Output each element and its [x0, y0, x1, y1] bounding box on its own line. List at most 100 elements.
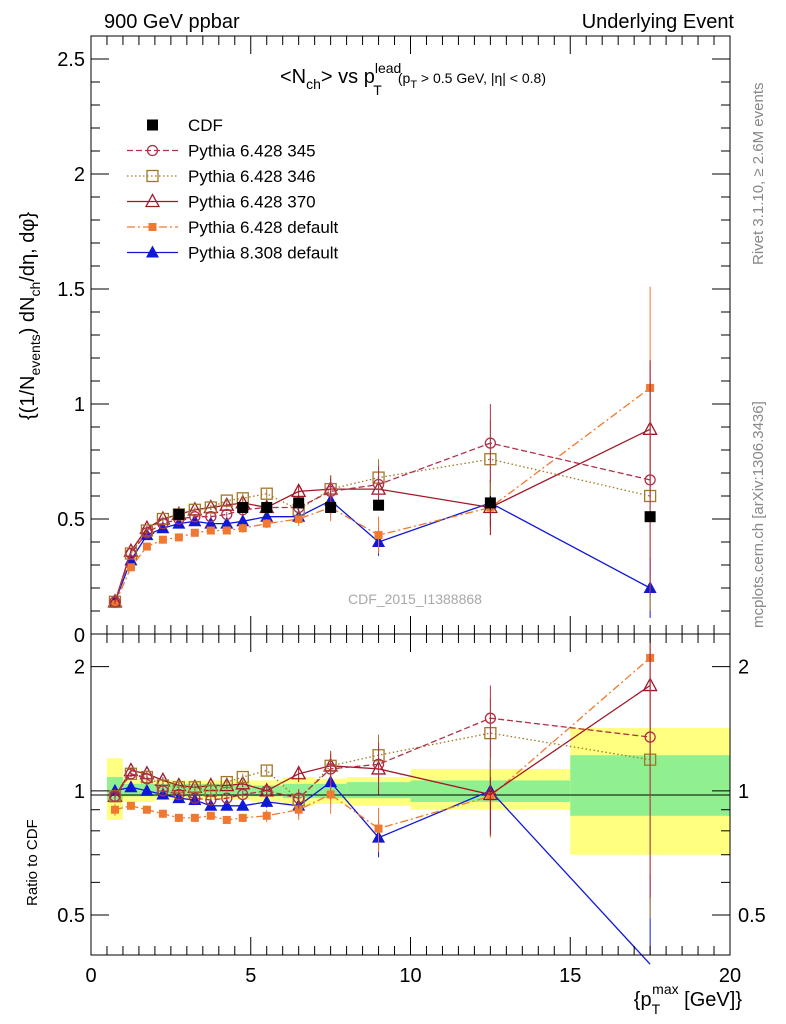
ratio-series-pythia-6-428-345 [109, 653, 656, 898]
main-point [324, 485, 337, 498]
main-y-tick-label: 0.5 [57, 509, 85, 531]
main-point [237, 502, 249, 513]
ratio-point [237, 788, 249, 801]
main-line-pythia-6-428-default [114, 387, 651, 605]
ratio-point [220, 798, 234, 811]
ratio-point [220, 775, 233, 789]
main-series-pythia-6-428-346 [108, 381, 657, 611]
legend-marker [146, 245, 159, 258]
legend-label: Pythia 8.308 default [188, 244, 339, 263]
legend-entry-cdf: CDF [147, 116, 223, 135]
ratio-point [482, 786, 498, 801]
main-line-pythia-6-428-345 [114, 442, 651, 603]
x-tick-label: 0 [85, 965, 96, 987]
main-point [204, 501, 217, 514]
main-panel-marks [107, 286, 658, 618]
rivet-version-label: Rivet 3.1.10, ≥ 2.6M events [750, 83, 767, 266]
main-point [373, 499, 385, 511]
ratio-y-tick-label-left: 2 [74, 657, 85, 679]
legend-entry-pythia-6-428-default: Pythia 6.428 default [127, 218, 339, 237]
main-point [484, 437, 497, 449]
main-series-cdf [173, 496, 656, 523]
main-point [190, 528, 199, 537]
ratio-point [141, 773, 153, 785]
ratio-point [110, 805, 119, 814]
ratio-point [188, 781, 201, 794]
main-y-tick-label: 1 [74, 394, 85, 416]
main-point [222, 526, 231, 535]
main-panel-ticks: 0.5 1 1.5 2 2.5 0 [57, 35, 731, 647]
main-series-pythia-6-428-345 [109, 364, 656, 608]
x-tick-label: 10 [399, 965, 421, 987]
ratio-point [157, 785, 169, 797]
main-point [644, 511, 656, 523]
main-point [644, 474, 656, 486]
ratio-point [260, 794, 274, 807]
legend-marker [146, 169, 159, 183]
main-point [156, 521, 170, 534]
ratio-point [205, 794, 217, 806]
legend-entry-pythia-6-428-345: Pythia 6.428 345 [127, 142, 316, 161]
main-point [236, 514, 250, 527]
main-point [221, 508, 233, 521]
ratio-point [124, 780, 138, 793]
x-axis-label: {pTmax [GeV]} [634, 981, 743, 1017]
ratio-point [126, 801, 135, 810]
ratio-panel-marks [107, 634, 658, 965]
ratio-point [484, 712, 497, 724]
ratio-point [174, 813, 183, 822]
ratio-point [222, 815, 231, 824]
main-point [238, 524, 247, 533]
main-point [219, 496, 235, 511]
main-point [142, 542, 151, 551]
legend-entry-pythia-6-428-346: Pythia 6.428 346 [127, 167, 316, 186]
ratio-point [109, 790, 121, 802]
legend-label: Pythia 6.428 345 [188, 142, 316, 161]
mcplots-label: mcplots.cern.ch [arXiv:1306.3436] [750, 401, 767, 628]
main-y-tick-label: 2.5 [57, 49, 85, 71]
ratio-point [236, 798, 250, 811]
legend-label: Pythia 6.428 default [188, 218, 339, 237]
ratio-point [142, 805, 151, 814]
legend-marker [144, 193, 161, 208]
main-panel-frame [90, 35, 731, 635]
legend-label: CDF [188, 116, 223, 135]
main-title: <Nch> vs plead T(pT > 0.5 GeV, |η| < 0.8) [280, 60, 546, 98]
ratio-point [260, 764, 273, 777]
main-y-axis-label: {(1/Nevents) dNch/dη, dφ} [17, 212, 43, 420]
ratio-point [189, 792, 201, 804]
main-point [126, 563, 135, 572]
ratio-y-tick-label-right: 1 [738, 781, 749, 803]
ratio-point [261, 785, 273, 797]
main-point [140, 524, 154, 537]
main-point [206, 526, 215, 535]
main-point [293, 497, 305, 509]
legend-label: Pythia 6.428 346 [188, 167, 316, 186]
main-point [174, 533, 183, 542]
main-y-tick-label: 2 [74, 164, 85, 186]
ratio-point [140, 783, 154, 796]
main-point [372, 478, 385, 491]
legend-entry-pythia-6-428-370: Pythia 6.428 370 [127, 193, 316, 212]
ratio-point [262, 811, 271, 820]
main-point [220, 494, 233, 507]
main-point [141, 527, 153, 539]
main-point [261, 502, 273, 513]
x-tick-label: 20 [719, 965, 741, 987]
legend-label: Pythia 6.428 370 [188, 193, 316, 212]
legend-entry-pythia-8-308-default: Pythia 8.308 default [127, 244, 339, 263]
legend: CDF Pythia 6.428 345 Pythia 6.428 346 Pythi… [127, 116, 339, 263]
main-point [158, 535, 167, 544]
main-point [294, 515, 303, 523]
main-point [291, 483, 307, 498]
ratio-point [291, 765, 307, 780]
legend-marker [146, 144, 159, 157]
ratio-point [236, 770, 249, 784]
header-right-title: Underlying Event [582, 11, 735, 33]
main-point [262, 519, 271, 528]
legend-marker [147, 119, 158, 131]
main-point [484, 497, 496, 509]
main-y-tick-label: 1.5 [57, 279, 85, 301]
main-point [374, 531, 383, 540]
